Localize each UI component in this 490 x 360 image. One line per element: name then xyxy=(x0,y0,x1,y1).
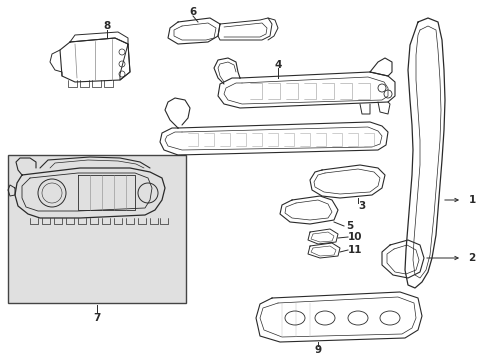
Bar xyxy=(8,155,186,303)
Text: 10: 10 xyxy=(348,232,362,242)
Text: 7: 7 xyxy=(93,313,100,323)
Text: 2: 2 xyxy=(468,253,476,263)
Text: 11: 11 xyxy=(348,245,362,255)
Text: 8: 8 xyxy=(103,21,111,31)
Text: 4: 4 xyxy=(274,60,282,70)
Text: 9: 9 xyxy=(315,345,321,355)
Text: 6: 6 xyxy=(189,7,196,17)
Text: 5: 5 xyxy=(346,221,354,231)
Text: 1: 1 xyxy=(468,195,476,205)
Text: 3: 3 xyxy=(358,201,366,211)
